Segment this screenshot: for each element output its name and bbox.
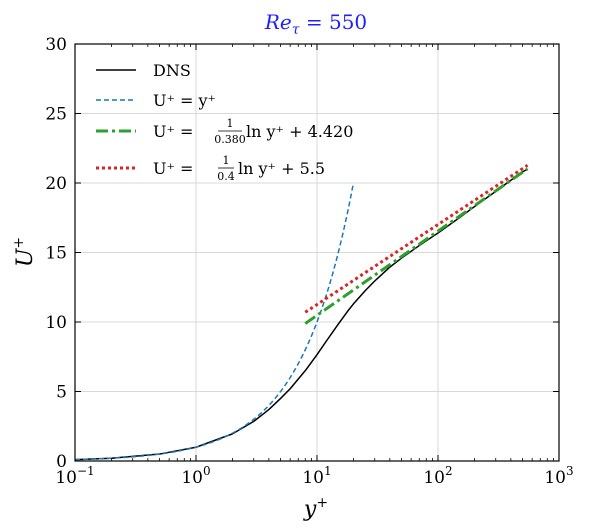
legend-label-log-fit-num: 1 — [227, 117, 234, 130]
legend-entry-linear: U⁺ = y⁺ — [96, 91, 216, 110]
legend-label-linear: U⁺ = y⁺ — [153, 91, 216, 110]
legend-entry-dns: DNS — [96, 61, 191, 80]
legend-label-log-fit-den: 0.380 — [214, 133, 246, 146]
series-line-3 — [304, 164, 529, 314]
y-tick-label: 20 — [45, 174, 67, 194]
x-tick-label: 102 — [423, 464, 452, 488]
series-line-2 — [304, 167, 529, 325]
legend-label-classic-log-den: 0.4 — [217, 170, 235, 183]
y-tick-label: 25 — [45, 105, 67, 125]
x-axis-label: y+ — [303, 495, 328, 522]
legend-label-log-fit-lhs: U⁺ = — [153, 122, 193, 141]
legend-label-classic-log-rhs: ln y⁺ + 5.5 — [238, 159, 325, 178]
legend-entry-classic-log: U⁺ = 1 0.4 ln y⁺ + 5.5 — [96, 154, 325, 183]
y-tick-label: 0 — [56, 452, 67, 472]
x-tick-label: 100 — [181, 464, 210, 488]
y-tick-label: 30 — [45, 35, 67, 55]
legend-label-dns: DNS — [153, 61, 191, 80]
chart-title: Reτ = 550 — [264, 10, 367, 38]
y-tick-label: 5 — [56, 383, 67, 403]
y-tick-label: 10 — [45, 313, 67, 333]
x-tick-label: 103 — [544, 464, 573, 488]
x-tick-label: 10−1 — [55, 464, 94, 488]
legend-label-classic-log-num: 1 — [223, 154, 230, 167]
legend-entry-log-fit: U⁺ = 1 0.380 ln y⁺ + 4.420 — [96, 117, 353, 146]
y-tick-label: 15 — [45, 244, 67, 264]
axis-ticks: 10−1 100 101 102 103 0 5 10 15 20 25 30 — [45, 35, 573, 488]
legend-label-log-fit-rhs: ln y⁺ + 4.420 — [246, 122, 353, 141]
legend: DNS U⁺ = y⁺ U⁺ = 1 0.380 ln y⁺ + 4.420 U… — [96, 61, 353, 183]
x-tick-label: 101 — [302, 464, 331, 488]
series-layer — [74, 164, 529, 461]
y-axis-label: U+ — [11, 237, 38, 267]
legend-label-classic-log-lhs: U⁺ = — [153, 159, 193, 178]
